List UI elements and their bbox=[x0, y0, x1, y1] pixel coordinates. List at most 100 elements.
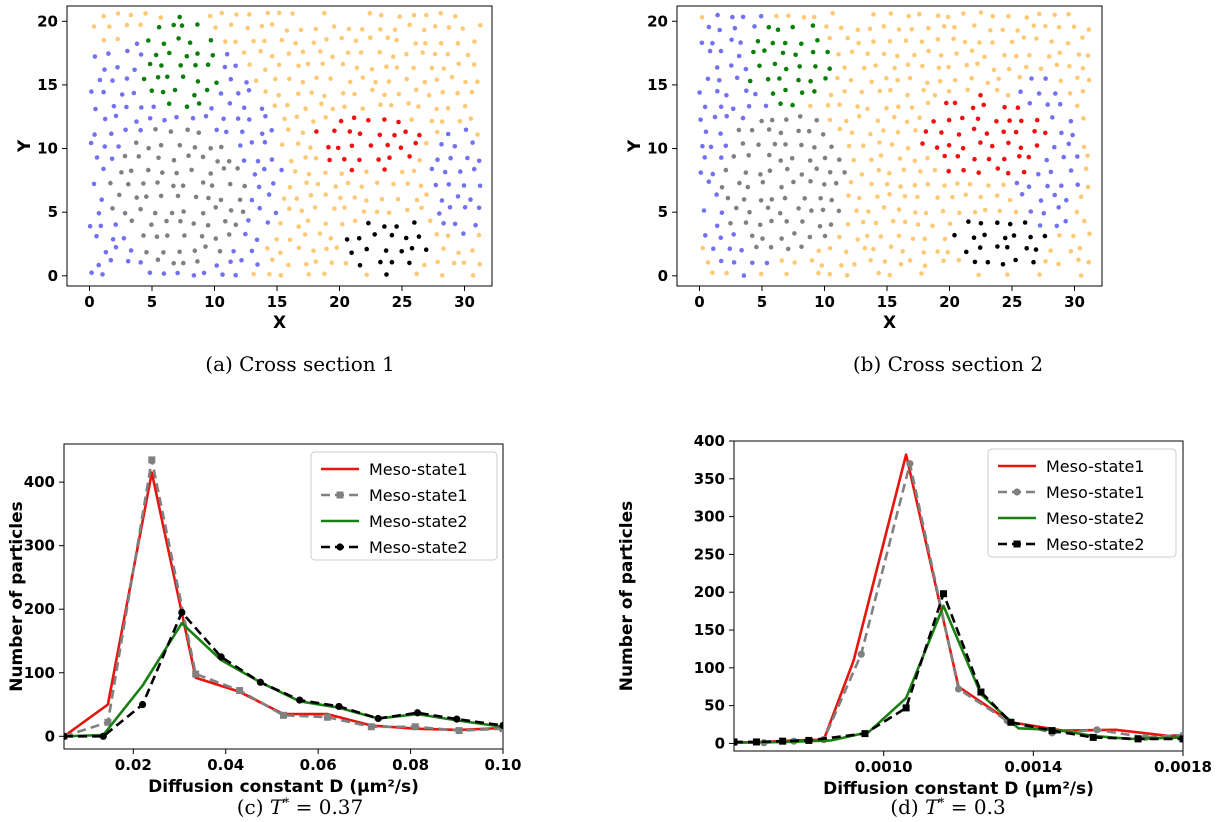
data-marker bbox=[455, 727, 463, 735]
particle-orange bbox=[1001, 182, 1006, 188]
particle-orange bbox=[912, 52, 917, 58]
particle-orange bbox=[330, 54, 335, 60]
particle-orange bbox=[921, 87, 926, 93]
particle-orange bbox=[445, 52, 451, 57]
particle-gray bbox=[779, 184, 784, 190]
particle-orange bbox=[918, 169, 923, 174]
particle-green bbox=[165, 74, 170, 80]
particle-red bbox=[1034, 117, 1040, 123]
particle-orange bbox=[938, 53, 944, 58]
particle-gray bbox=[126, 181, 131, 187]
data-marker bbox=[1013, 488, 1021, 496]
particle-orange bbox=[1057, 233, 1062, 238]
particle-orange bbox=[936, 65, 942, 71]
particle-blue bbox=[1019, 192, 1025, 197]
particle-orange bbox=[986, 183, 991, 188]
y-tick-label: 300 bbox=[694, 508, 725, 526]
particle-orange bbox=[298, 27, 304, 33]
particle-green bbox=[178, 63, 183, 68]
particle-blue bbox=[1057, 101, 1063, 107]
particle-orange bbox=[405, 181, 411, 186]
panel-d: 0.0010 0.0014 0.0018 0 50 100 150 200 250 300 350 4… bbox=[610, 420, 1220, 799]
particle-orange bbox=[281, 196, 287, 201]
particle-orange bbox=[279, 37, 285, 43]
particle-red bbox=[417, 132, 422, 138]
particle-blue bbox=[1064, 197, 1069, 203]
particle-orange bbox=[342, 104, 347, 110]
particle-orange bbox=[871, 12, 876, 17]
particle-blue bbox=[1059, 130, 1064, 136]
particle-orange bbox=[465, 52, 471, 58]
particle-green bbox=[747, 78, 753, 84]
particle-gray bbox=[237, 197, 243, 203]
particle-gray bbox=[180, 183, 186, 188]
particle-blue bbox=[448, 155, 453, 161]
particle-orange bbox=[434, 106, 439, 112]
particle-blue bbox=[1028, 209, 1034, 214]
data-marker bbox=[1013, 540, 1021, 548]
particle-blue bbox=[222, 64, 228, 70]
x-axis-label: Diffusion constant D (μm²/s) bbox=[823, 779, 1094, 799]
particle-orange bbox=[411, 65, 416, 71]
series-line bbox=[734, 462, 1183, 744]
particle-gray bbox=[740, 141, 746, 146]
particle-gray bbox=[746, 153, 751, 158]
particle-orange bbox=[251, 271, 256, 277]
particle-blue bbox=[266, 192, 272, 197]
particle-orange bbox=[849, 130, 855, 135]
particle-gray bbox=[160, 170, 165, 175]
particle-orange bbox=[463, 79, 468, 85]
data-marker bbox=[1048, 727, 1056, 735]
particle-red bbox=[368, 143, 374, 148]
particle-blue bbox=[99, 197, 104, 202]
particle-blue bbox=[88, 140, 94, 146]
particle-orange bbox=[878, 234, 884, 239]
particle-orange bbox=[1037, 11, 1042, 17]
particle-orange bbox=[816, 270, 821, 276]
particle-orange bbox=[115, 11, 121, 16]
particle-orange bbox=[1038, 66, 1044, 72]
particle-black bbox=[952, 232, 957, 238]
particle-blue bbox=[1052, 144, 1057, 150]
particle-blue bbox=[1045, 102, 1050, 107]
particle-orange bbox=[421, 27, 427, 33]
particle-gray bbox=[799, 142, 804, 148]
particle-red bbox=[335, 145, 341, 151]
particle-orange bbox=[406, 101, 411, 106]
particle-gray bbox=[141, 181, 146, 186]
particle-blue bbox=[763, 103, 769, 109]
particle-red bbox=[385, 142, 391, 148]
data-marker bbox=[104, 718, 112, 726]
particle-orange bbox=[925, 181, 931, 187]
particle-orange bbox=[887, 272, 893, 278]
particle-orange bbox=[1015, 28, 1020, 33]
particle-orange bbox=[386, 79, 392, 84]
particle-orange bbox=[1074, 209, 1080, 215]
data-marker bbox=[413, 709, 422, 717]
particle-blue bbox=[714, 223, 720, 229]
particle-black bbox=[978, 221, 984, 226]
particle-orange bbox=[877, 140, 882, 145]
particle-blue bbox=[243, 231, 248, 237]
caption-c-rest: = 0.37 bbox=[289, 795, 364, 819]
particle-orange bbox=[1068, 249, 1074, 254]
particle-orange bbox=[115, 36, 120, 42]
data-marker bbox=[734, 738, 738, 746]
particle-orange bbox=[905, 145, 911, 151]
particle-blue bbox=[701, 208, 707, 213]
particle-gray bbox=[743, 220, 749, 225]
particle-orange bbox=[1076, 257, 1081, 263]
particle-black bbox=[985, 259, 991, 265]
particle-blue bbox=[262, 139, 268, 145]
particle-orange bbox=[876, 270, 881, 276]
particle-orange bbox=[910, 236, 916, 242]
particle-orange bbox=[273, 76, 278, 82]
particle-red bbox=[357, 157, 362, 163]
particle-gray bbox=[177, 143, 183, 148]
particle-orange bbox=[861, 65, 867, 71]
particle-orange bbox=[439, 119, 445, 124]
particle-gray bbox=[168, 129, 174, 134]
particle-gray bbox=[129, 218, 135, 224]
particle-blue bbox=[247, 117, 252, 122]
particle-orange bbox=[426, 92, 432, 98]
